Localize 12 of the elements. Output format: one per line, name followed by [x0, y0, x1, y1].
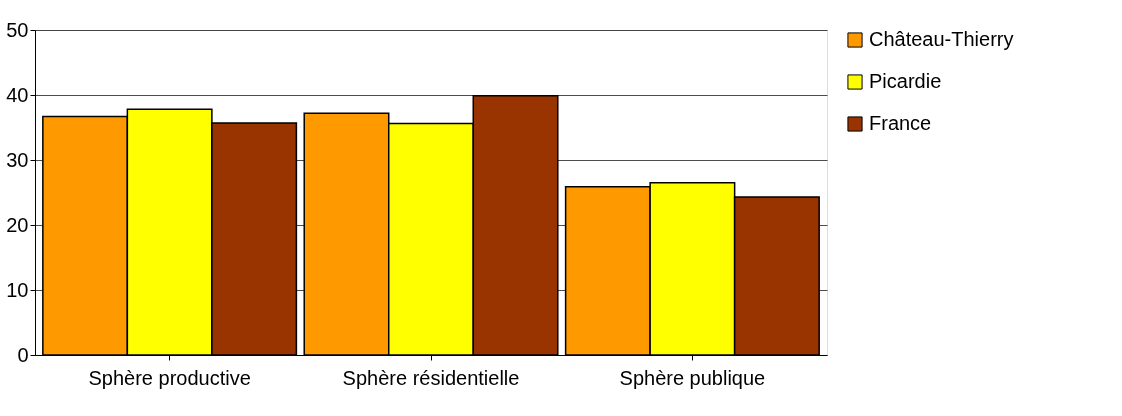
y-tick-label: 40: [6, 83, 29, 106]
x-tick-label: Sphère productive: [88, 366, 251, 389]
y-tick-label: 20: [6, 213, 29, 236]
y-tick-label: 0: [17, 343, 29, 366]
x-tick-label: Sphère publique: [619, 366, 766, 389]
legend-label: France: [869, 112, 932, 134]
x-tick-label: Sphère résidentielle: [342, 366, 520, 389]
y-tick-label: 10: [6, 278, 29, 301]
y-tick-label: 30: [6, 148, 29, 171]
legend-label: Château-Thierry: [869, 28, 1014, 50]
y-tick-label: 50: [6, 18, 29, 41]
legend-label: Picardie: [869, 70, 942, 92]
